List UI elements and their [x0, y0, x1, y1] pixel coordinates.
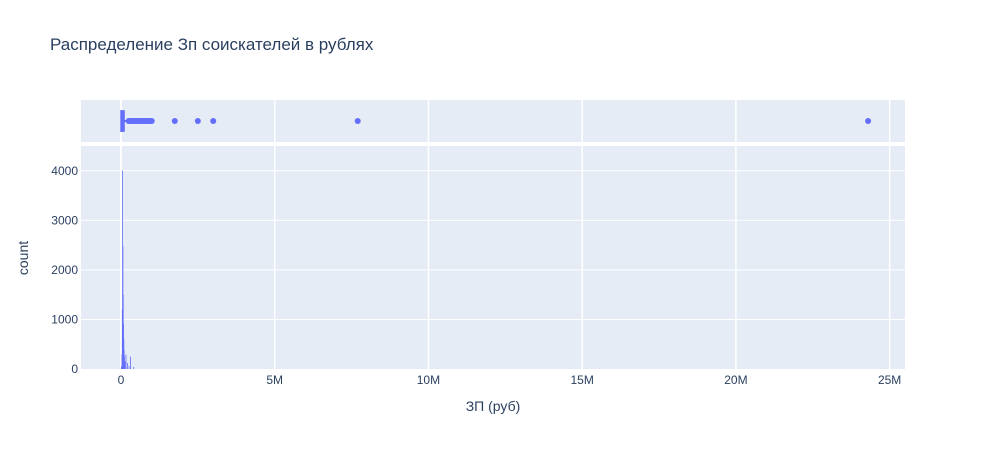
y-tick-label: 3000	[51, 213, 78, 227]
y-tick-label: 2000	[51, 263, 78, 277]
box-plot-area	[81, 100, 905, 142]
y-axis-ticks: 0 1000 2000 3000 4000	[51, 164, 78, 376]
histogram-bar	[127, 363, 128, 369]
box-outlier-point	[210, 118, 217, 124]
histogram-plot-area	[81, 146, 905, 369]
histogram-bar	[124, 361, 126, 369]
histogram-bars	[120, 170, 135, 369]
x-tick-label: 0	[118, 373, 125, 387]
y-tick-label: 1000	[51, 312, 78, 326]
x-tick-label: 10M	[417, 373, 440, 387]
x-axis-label: ЗП (руб)	[466, 398, 521, 414]
histogram-bar	[128, 366, 130, 369]
histogram-bar	[125, 354, 127, 369]
y-tick-label: 0	[71, 362, 78, 376]
box-outlier-point	[171, 118, 178, 124]
chart-title: Распределение Зп соискателей в рублях	[50, 35, 374, 54]
histogram-bar	[133, 367, 135, 369]
x-tick-label: 15M	[570, 373, 593, 387]
box-outlier-point	[194, 118, 201, 124]
box-outlier-point	[148, 118, 155, 124]
histogram-bar	[130, 356, 131, 369]
y-axis-label: count	[15, 241, 31, 275]
x-tick-label: 25M	[878, 373, 901, 387]
histogram-bar	[124, 356, 125, 369]
x-axis-ticks: 0 5M 10M 15M 20M 25M	[118, 373, 902, 387]
box-outlier-point	[354, 118, 361, 124]
box-outlier-point	[865, 118, 872, 124]
histogram-grid	[81, 146, 905, 369]
box-plot	[120, 110, 872, 132]
x-tick-label: 5M	[266, 373, 283, 387]
y-tick-label: 4000	[51, 164, 78, 178]
x-tick-label: 20M	[724, 373, 747, 387]
box-grid	[119, 100, 891, 142]
